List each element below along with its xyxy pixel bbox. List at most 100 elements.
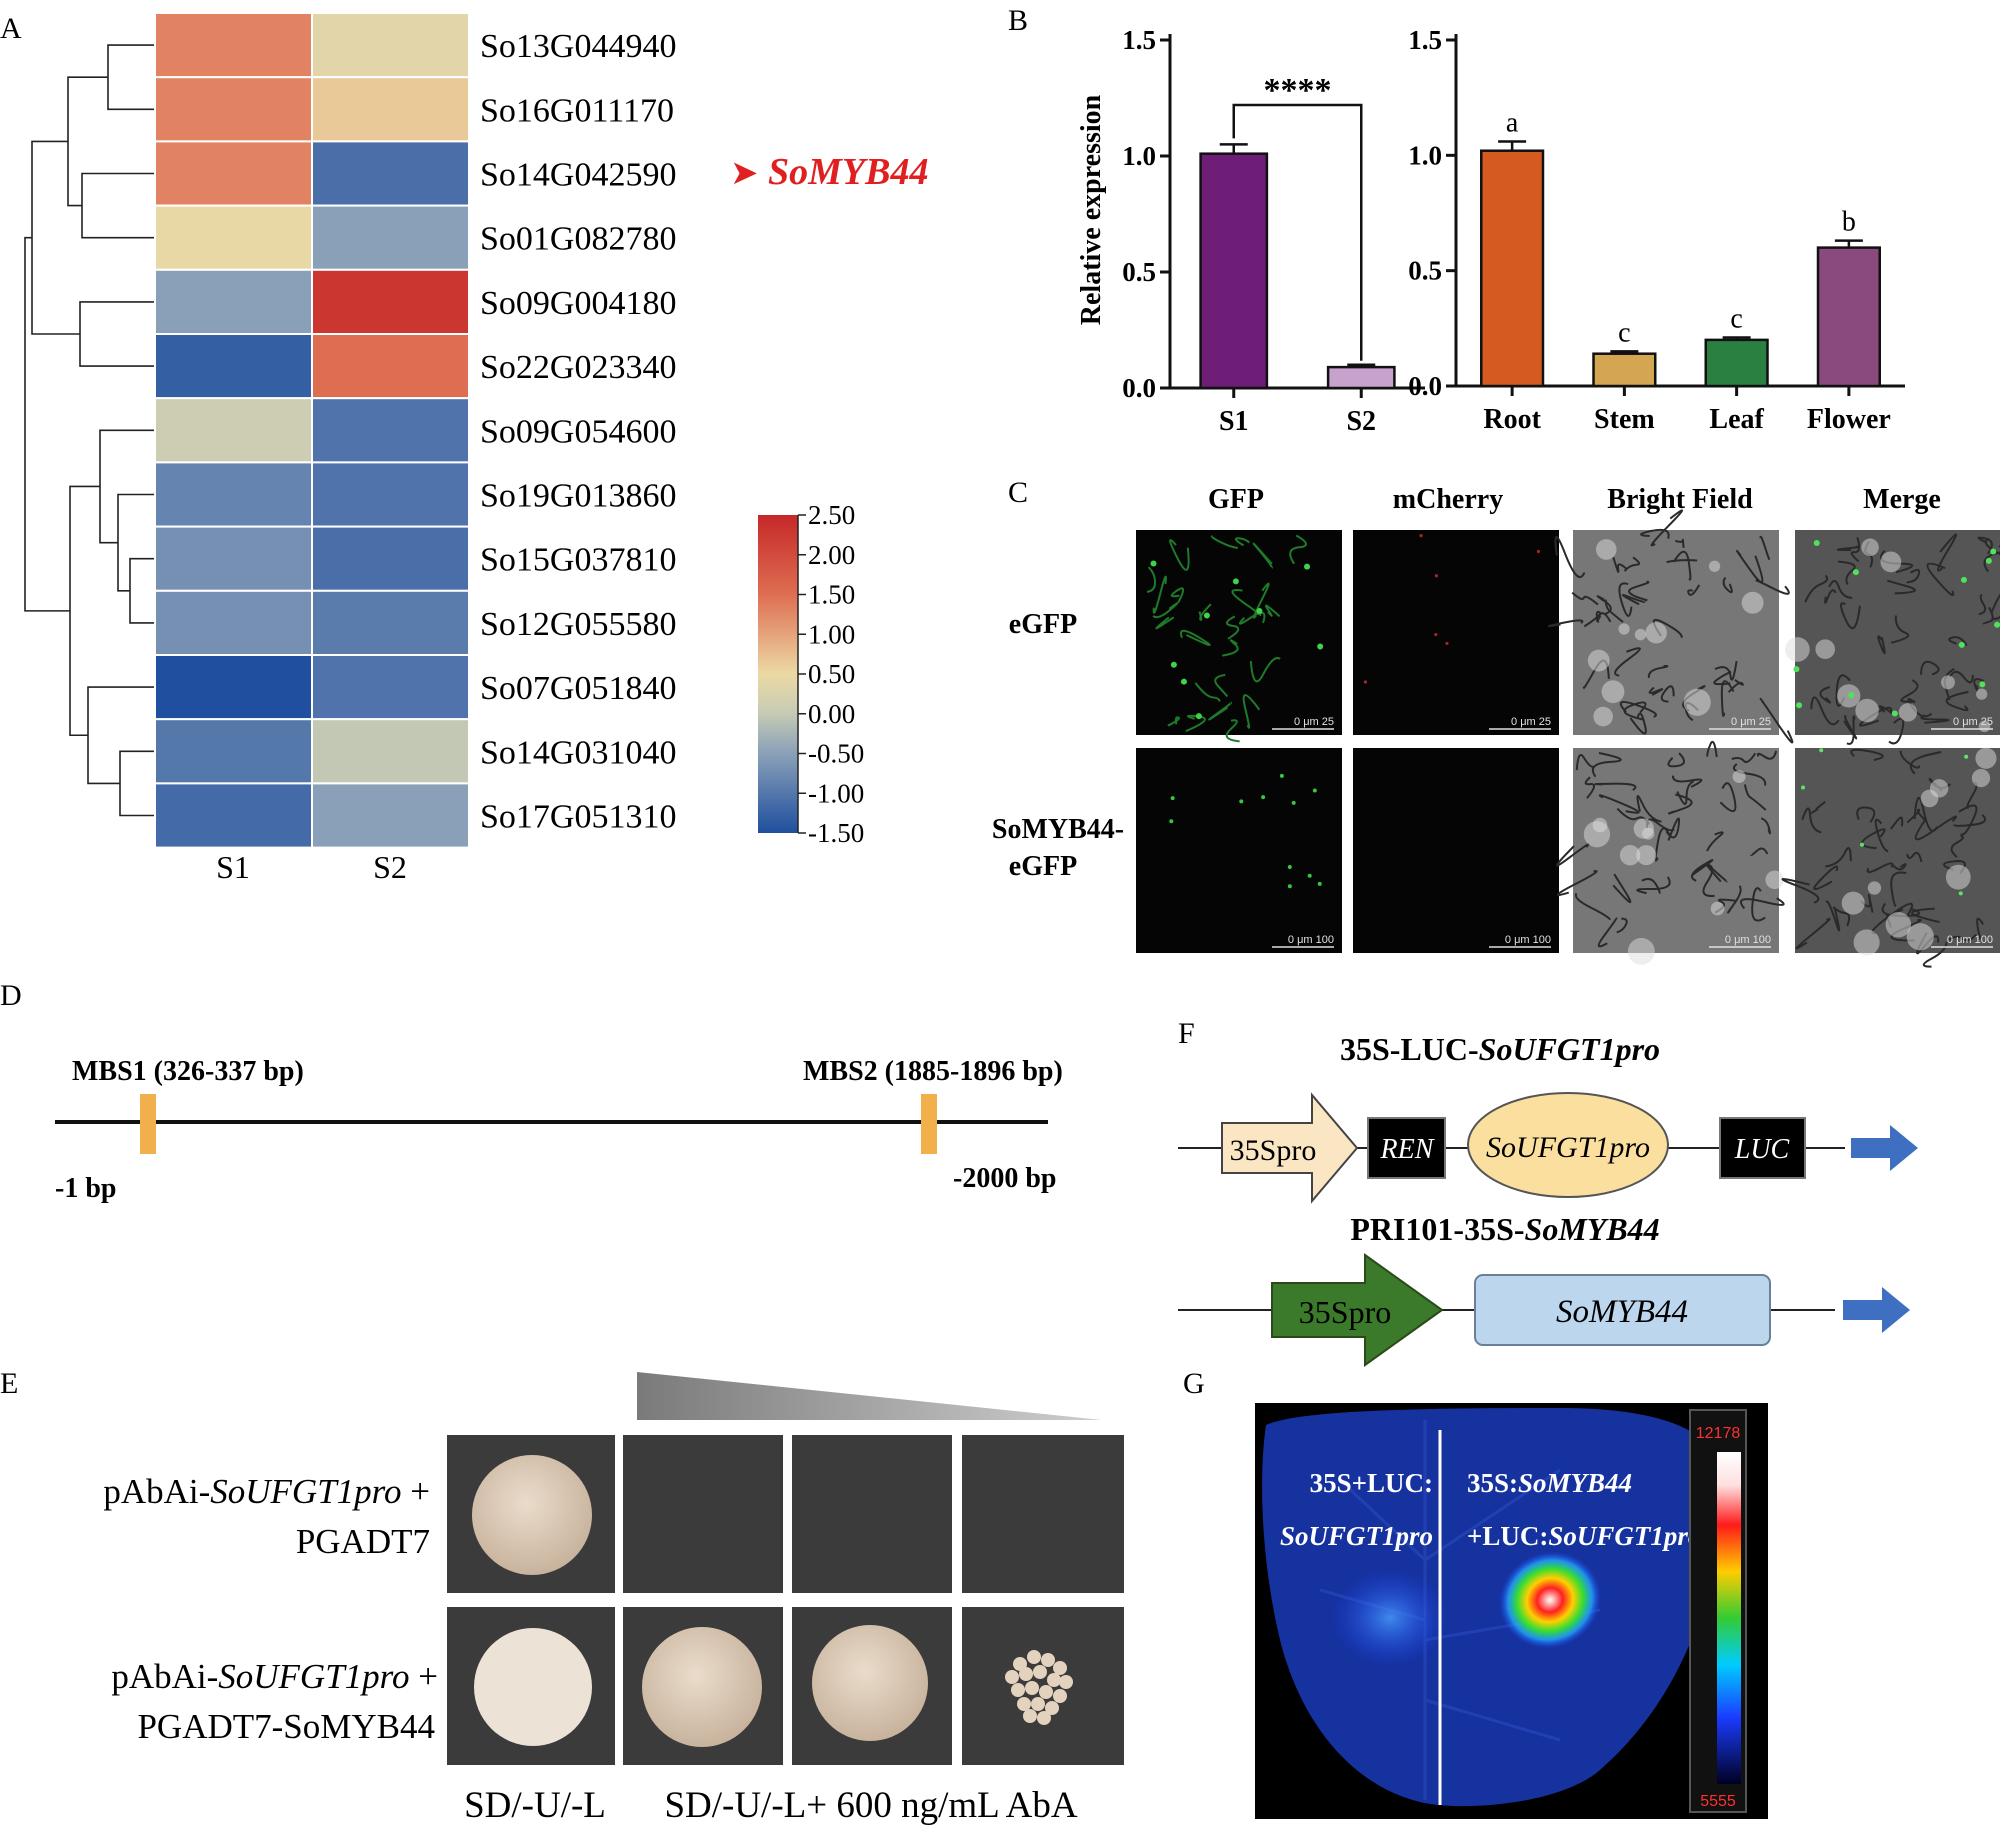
construct1-promoter-ellipse [1467, 1092, 1669, 1198]
cell-wall [1900, 679, 1919, 703]
scale-bar-label: 0 μm 100 [1725, 934, 1771, 946]
cell-wall [1801, 807, 1822, 834]
bright-spot [1906, 923, 1934, 951]
y-tick-label: 0.5 [1408, 256, 1442, 286]
x-tick-label: Flower [1807, 404, 1891, 435]
heatmap-cell [154, 525, 313, 592]
cell-wall [1597, 916, 1618, 948]
c-row-egfp-2: eGFP [1009, 851, 1077, 882]
heatmap-cells [154, 12, 470, 849]
cell-wall [1846, 715, 1856, 745]
cell-wall [1856, 806, 1876, 823]
panel-label-d: D [0, 979, 22, 1012]
colorbar-ticks: 2.50 2.00 1.50 1.00 0.50 0.00 -0.50 -1.00 -1.50 [797, 500, 864, 848]
bright-spot [1619, 844, 1641, 866]
heatmap-cell [154, 12, 313, 79]
mbs1-box [140, 1094, 156, 1154]
heatmap-cell [311, 589, 470, 656]
cell-wall [1906, 851, 1923, 863]
cell-wall [1623, 701, 1647, 721]
bright-spot [1593, 706, 1613, 727]
mcherry-spot [1536, 549, 1541, 554]
leaf [1262, 1408, 1726, 1807]
dendrogram-branch [87, 686, 155, 785]
gfp-nucleus [1195, 713, 1202, 720]
gfp-nucleus [1203, 612, 1210, 619]
cell-wall [1861, 828, 1886, 850]
construct1-ren-label: REN [1380, 1134, 1435, 1165]
heatmap-cell [311, 461, 470, 528]
bright-spot [1732, 770, 1746, 784]
weak-signal [1330, 1568, 1450, 1668]
cell-wall [1839, 602, 1861, 630]
panel-label-b: B [1008, 4, 1028, 37]
gfp-signal [1225, 615, 1240, 640]
cell-wall [1713, 670, 1732, 686]
microscopy-images: 0 μm 25 0 μm 25 0 μm 25 0 μm 25 0 μm 100 0 μm… [1136, 509, 2000, 968]
significance-letter: c [1730, 304, 1742, 335]
x-tick-label: S2 [1346, 406, 1376, 437]
cell-wall [1706, 831, 1724, 852]
cell-wall [1647, 664, 1669, 678]
gfp-nucleus [1304, 563, 1311, 570]
gfp-signal [1198, 603, 1212, 621]
cell-wall [1948, 670, 1974, 684]
yeast-small-colony [1059, 1675, 1073, 1689]
bright-spot [1710, 901, 1725, 916]
gfp-signal [1152, 575, 1167, 614]
dilution-wedge [637, 1372, 1102, 1420]
construct1-promoter-label: SoUFGT1pro [1486, 1131, 1650, 1164]
yeast-row1-line2: PGADT7 [296, 1522, 430, 1561]
heatmap-cell [154, 718, 313, 785]
significance-letter: a [1506, 107, 1519, 138]
heatmap-gene-label: So13G044940 [480, 28, 676, 65]
gfp-signal [1264, 604, 1281, 618]
cell-wall [1665, 817, 1681, 841]
significance-bracket [1232, 103, 1363, 361]
cell-wall [1612, 873, 1632, 903]
yeast-colony-r2c1 [474, 1628, 592, 1746]
construct2-gene-box [1474, 1274, 1771, 1346]
y-tick-label: 0.0 [1122, 373, 1156, 403]
yeast-col-label-2: SD/-U/-L+ 600 ng/mL AbA [664, 1785, 1077, 1826]
bright-spot [1587, 649, 1610, 672]
cell-wall [1736, 549, 1764, 584]
yeast-cell-r1c3 [792, 1435, 952, 1593]
heatmap-col-s2: S2 [373, 849, 407, 885]
heatmap-cell [154, 782, 313, 849]
cell-wall [1978, 593, 1987, 616]
mcherry-spot [1434, 574, 1439, 578]
cell-wall [1629, 712, 1647, 735]
cell-wall [1583, 610, 1601, 628]
yeast-colony-r2c4 [1005, 1650, 1073, 1725]
gfp-signal [1242, 694, 1261, 729]
cell-wall [1899, 750, 1921, 769]
nucleus-gfp [1279, 773, 1284, 778]
gfp-spot [1796, 702, 1803, 709]
gfp-spot [1958, 641, 1965, 648]
dendrogram [24, 44, 155, 817]
promoter-end-label: -2000 bp [953, 1163, 1056, 1194]
gfp-signal [1152, 602, 1179, 619]
construct2-title: PRI101-35S-SoMYB44 [1350, 1211, 1659, 1247]
heatmap-gene-labels: So13G044940 So16G011170 So14G042590 So01G08… [480, 28, 676, 835]
c-col-brightfield: Bright Field [1607, 484, 1753, 515]
nucleus-gfp [1307, 873, 1312, 878]
bright-spot [1861, 538, 1879, 557]
cell-wall [1731, 752, 1757, 764]
bar [1480, 149, 1545, 388]
luc-left-label-1: 35S+LUC: [1310, 1468, 1433, 1498]
gfp-nucleus [1170, 661, 1177, 668]
cell-wall [1547, 619, 1584, 628]
scale-bar-label: 0 μm 25 [1294, 716, 1334, 728]
y-tick-label: 1.5 [1122, 25, 1156, 55]
gfp-spot [1960, 576, 1967, 583]
nucleus-gfp [1317, 881, 1322, 886]
yeast-small-colony [1047, 1673, 1061, 1687]
bright-spot [1708, 560, 1721, 572]
cell-wall [1810, 696, 1840, 726]
colorbar-tick-label: -0.50 [808, 739, 864, 769]
heatmap-cell [311, 525, 470, 592]
yeast-small-colony [1045, 1701, 1059, 1715]
bright-spot [1645, 622, 1667, 644]
